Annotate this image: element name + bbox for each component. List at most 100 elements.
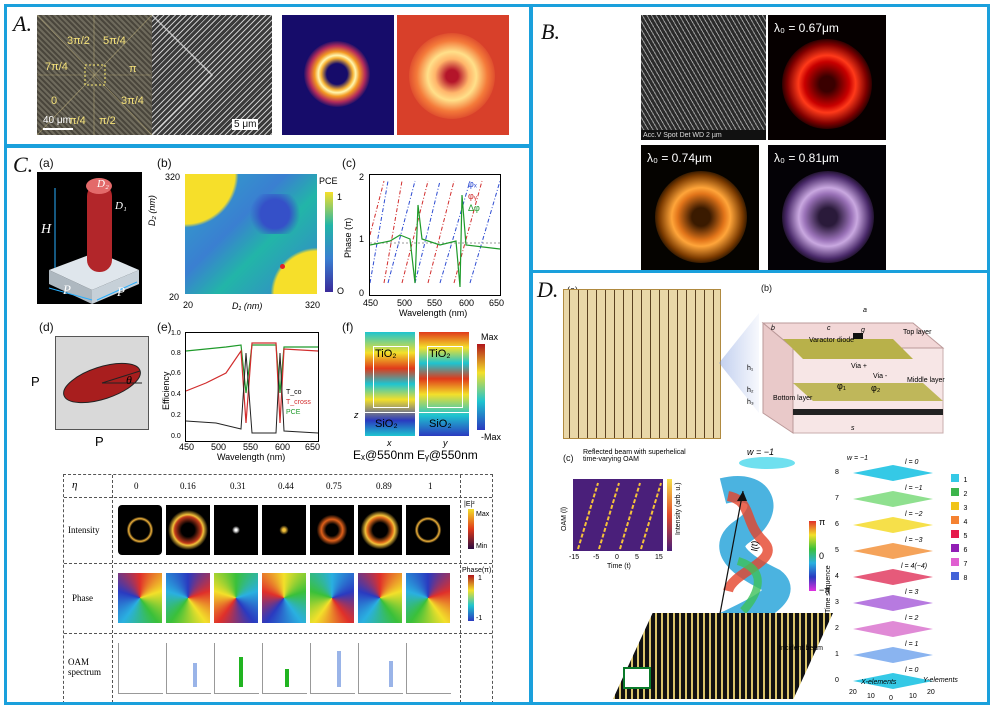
eff-xtick-650: 650 [305,442,321,452]
cell-s: s [851,425,855,432]
legend-entry: 1 [951,469,967,487]
sub-d: (d) [39,320,54,334]
sio2-label-x: SiO₂ [375,418,398,430]
phase-label-5: 0 [51,95,58,107]
phase-xtick-500: 500 [397,298,413,308]
time-sequence-stack: w = −1 l = 0 l = −1 l = −2 l = −3 l = 4(… [843,455,943,693]
legend-entry: 3 [951,497,967,515]
stack-xtick-4: 10 [909,693,917,700]
stack-ytick-5: 5 [835,547,839,554]
stack-l-6: l = 2 [905,615,919,622]
stack-ytick-8: 8 [835,469,839,476]
phase-label-7: π/4 [69,115,86,127]
stack-legend: 1 2 3 4 5 6 7 8 [951,469,985,589]
scale-bar-left: 40 μm [43,115,71,126]
sub-d-b: (b) [761,283,772,293]
row-phase: Phase [72,593,93,603]
oam-spectrum-cell [310,643,355,694]
intensity-cell [118,505,162,555]
helix-w-top: w = −1 [747,447,775,457]
eff-xtick-500: 500 [211,442,227,452]
phase-ylabel: Phase (π) [343,217,353,258]
metasurface-sem-image: 3π/2 5π/4 7π/4 π 0 3π/4 π/4 π/2 40 μm [37,15,152,135]
stack-ytick-3: 3 [835,599,839,606]
stack-ytick-2: 2 [835,625,839,632]
legend-tcross: T_cross [286,399,311,406]
panel-b-label: B. [541,19,560,44]
ellipse-top-view: θ [55,336,149,430]
stack-l-3: l = −3 [905,537,923,544]
panel-d-label: D. [537,277,559,302]
pce-colorbar [325,192,333,292]
beam-red: λ₀ = 0.67μm [768,15,886,140]
cell-c: c [827,325,831,332]
phase-label-8: π/2 [99,115,116,127]
helix-lt: l(t) [749,540,760,552]
intensity-cell [166,505,210,555]
cell-a: a [863,307,867,314]
eff-xtick-550: 550 [243,442,259,452]
oam-ylabel: OAM (l) [561,506,568,531]
stack-ytick-0: 0 [835,677,839,684]
oam-spectrum-cell [406,643,451,694]
panel-c-label: C. [13,152,34,177]
stack-ylabel: Time sequence [825,565,832,613]
helix-negpi: −π [819,585,831,595]
panel-c: C. (a) D₂ D₁ H P P (b) 320 20 20 320 D₁ … [4,145,532,705]
oam-spectrum-cell [214,643,259,694]
phase-ytick-0: 0 [359,288,365,298]
stack-l-8: l = 0 [905,667,919,674]
oam-xtick-4: 5 [635,554,639,561]
sio2-label-y: SiO₂ [429,418,452,430]
label-d2: D₂ [97,178,109,190]
sem-nanofin-image: Acc.V Spot Det WD 2 µm [641,15,766,140]
stack-xlabel2: Y-elements [923,677,958,684]
beam-orange: λ₀ = 0.74μm [641,145,759,270]
label-d1: D₁ [115,200,127,212]
phase-xtick-600: 600 [459,298,475,308]
cell-bottom-layer: Bottom layer [773,395,813,402]
phase-cell [118,573,162,623]
intensity-cell [262,505,306,555]
axis-z-1: z [354,410,359,420]
stack-xtick-2: 10 [867,693,875,700]
scale-bar-right: 5 μm [232,119,259,130]
intensity-cbar-min: Min [476,543,488,550]
stack-ytick-1: 1 [835,651,839,658]
eta-3: 0.44 [278,481,294,491]
eta-0: 0 [134,481,139,491]
phase-xtick-550: 550 [427,298,443,308]
cell-phi1: φ₁ [837,381,846,391]
cell-top-layer: Top layer [903,329,932,336]
oam-cbar [667,479,672,551]
phase-label-2: 5π/4 [103,35,126,47]
axis-x-label: x [387,438,392,448]
label-p2: P [117,284,125,299]
incident-beam-label: Incident beam [779,645,823,652]
sub-f: (f) [342,320,354,334]
legend-entry: 4 [951,511,967,529]
stack-xtick-5: 20 [927,689,935,696]
sub-a: (a) [39,156,54,170]
stack-ytick-7: 7 [835,495,839,502]
intensity-cbar-title: |E|² [464,501,475,508]
eta-2: 0.31 [230,481,246,491]
legend-entry: 6 [951,539,967,557]
stack-ytick-6: 6 [835,521,839,528]
pce-cbar-min: O [337,286,345,296]
oam-spectrum-cell [166,643,211,694]
wavelength-red: λ₀ = 0.67μm [774,21,839,35]
oam-spectrum-cell [118,643,163,694]
ellipse-p-vertical: P [31,374,40,389]
phase-xtick-450: 450 [363,298,379,308]
stack-l-1: l = −1 [905,485,923,492]
panel-a: A. 3π/2 5π/4 7π/4 π 0 3π/4 π/4 π/2 40 μm… [4,4,532,147]
phase-plot: φₓ φᵧ Δφ [369,174,501,296]
sub-b: (b) [157,156,172,170]
sub-d-c: (c) [563,453,574,463]
eta-1: 0.16 [180,481,196,491]
stack-l-4: l = 4(−4) [901,563,928,570]
efficiency-plot: T_co T_cross PCE [185,332,319,442]
oam-spectrum-cell [358,643,403,694]
intensity-cell [214,505,258,555]
